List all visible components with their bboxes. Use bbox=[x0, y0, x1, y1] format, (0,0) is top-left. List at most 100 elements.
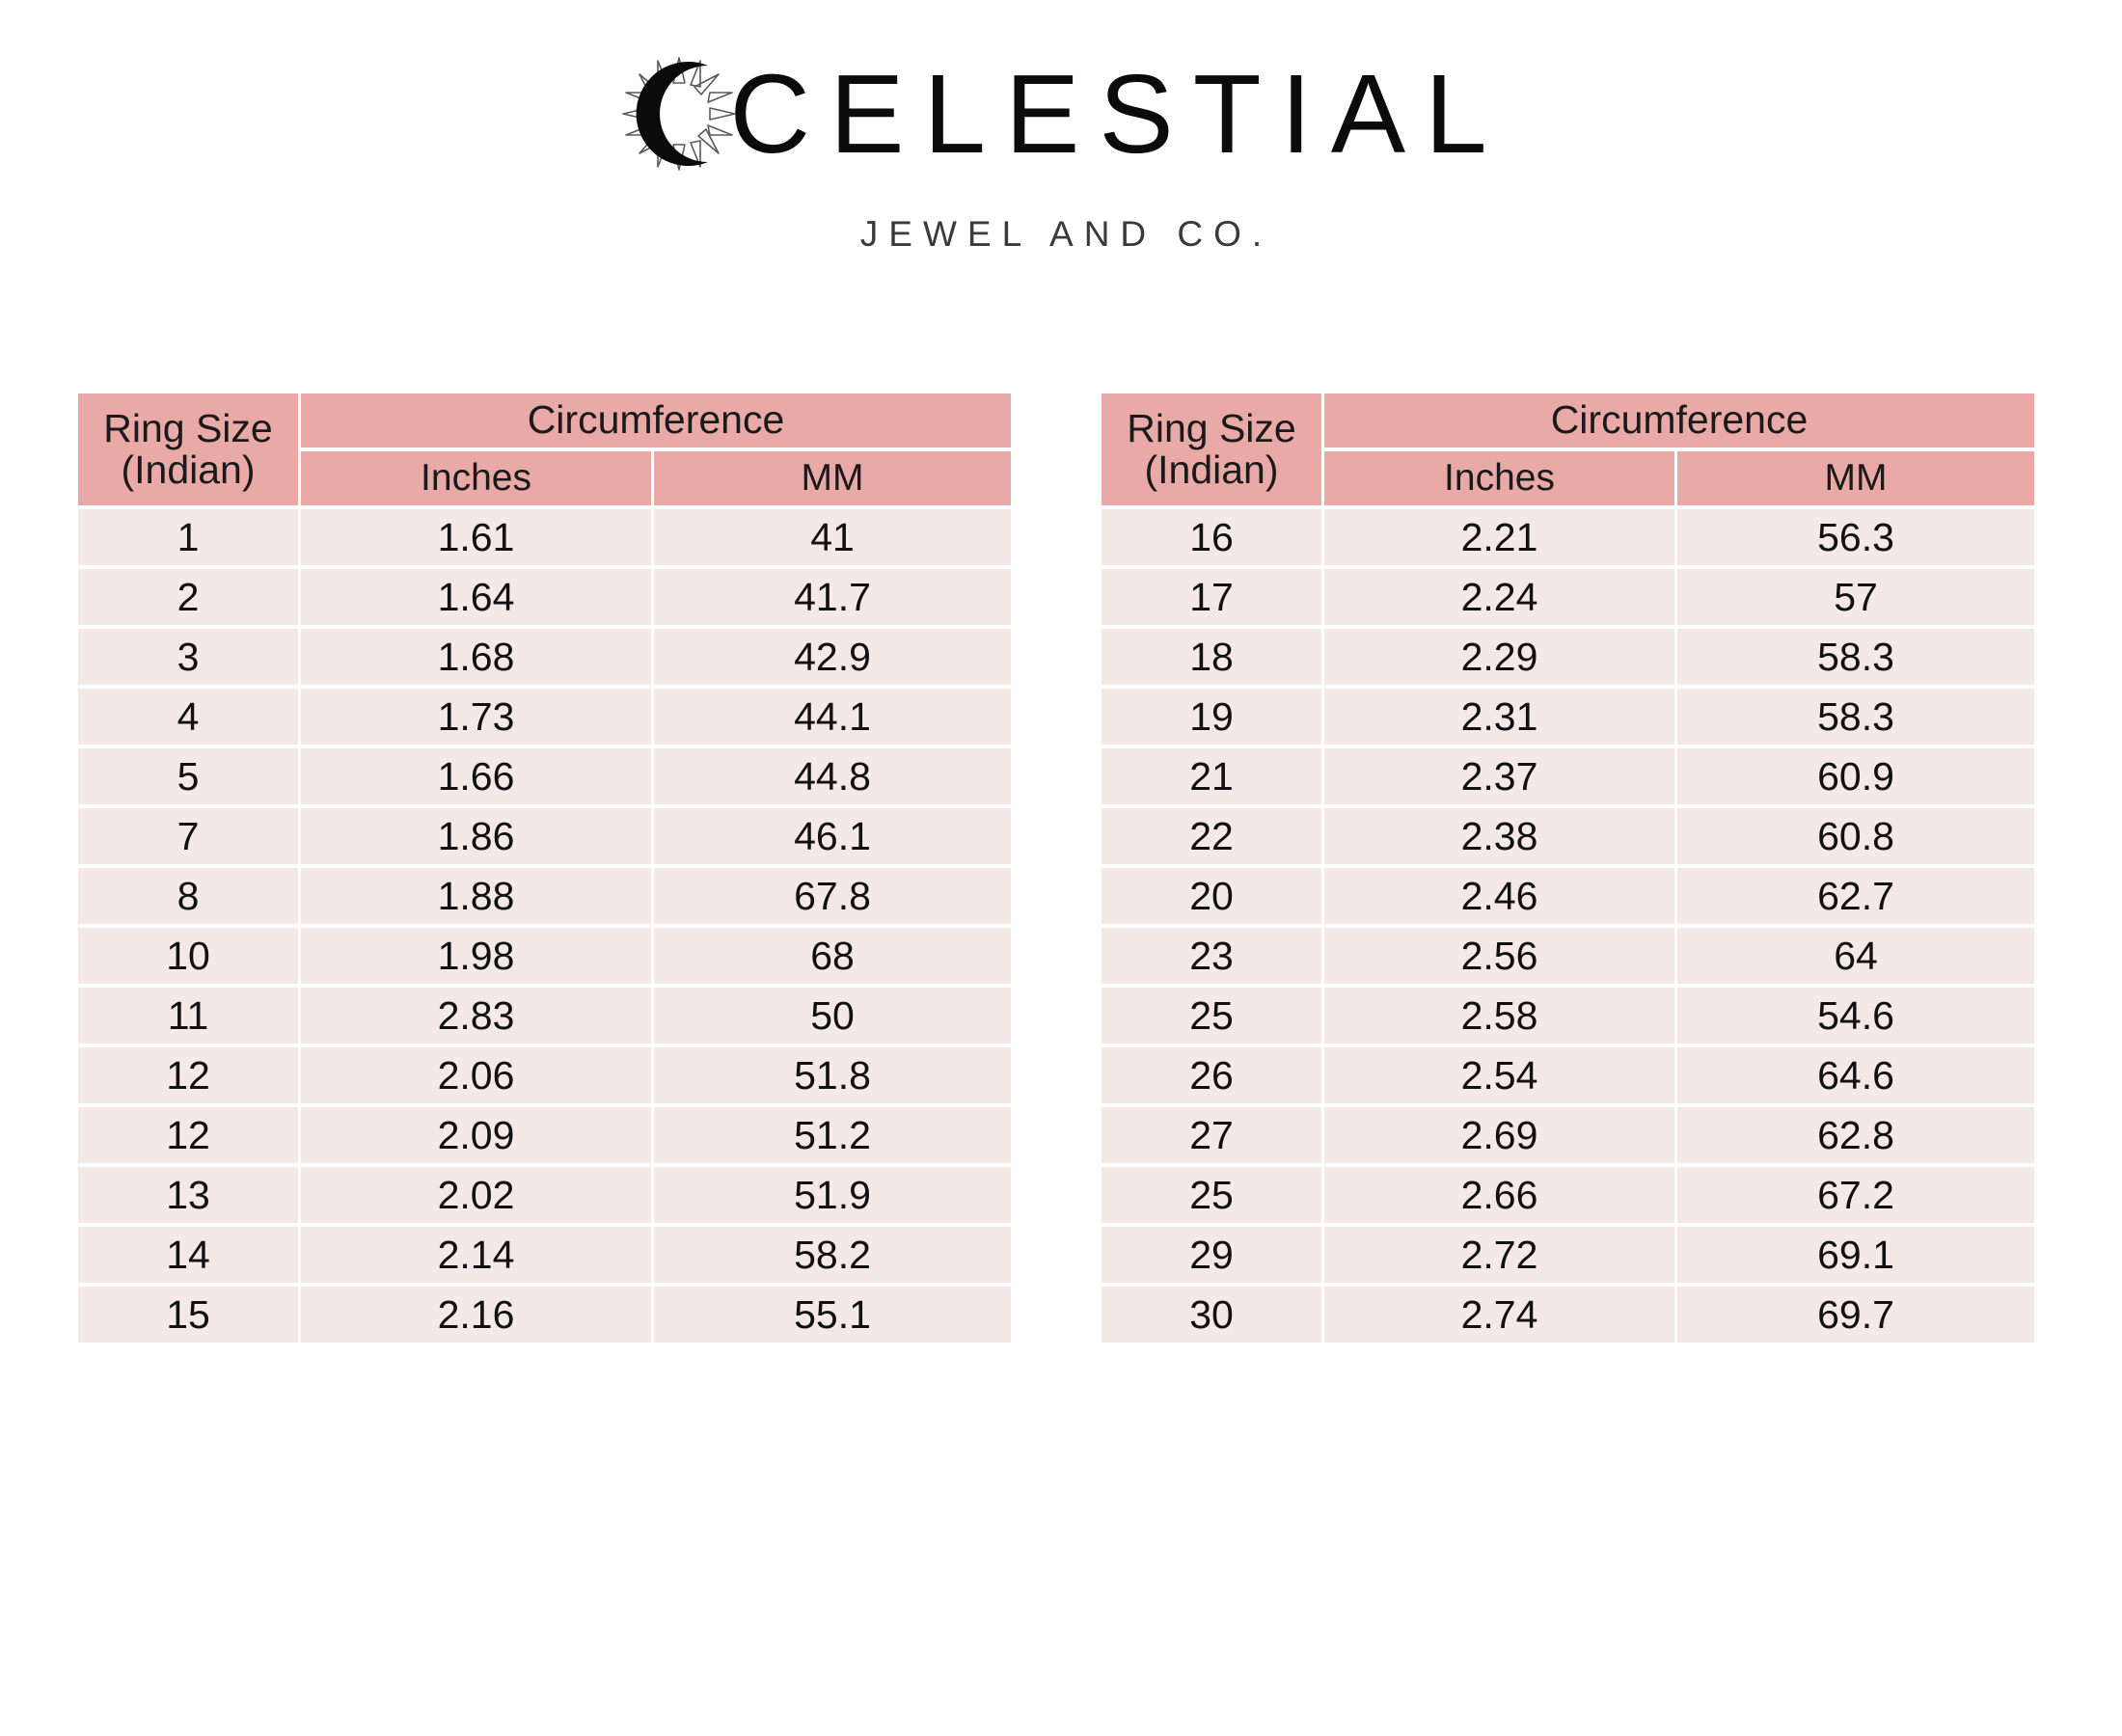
header-ring-size-line2: (Indian) bbox=[1144, 448, 1279, 492]
inches-cell: 1.66 bbox=[301, 748, 651, 804]
table-row: 15 2.16 55.1 bbox=[78, 1287, 1011, 1343]
inches-cell: 2.66 bbox=[1324, 1167, 1674, 1223]
inches-cell: 2.06 bbox=[301, 1047, 651, 1103]
mm-cell: 41 bbox=[654, 509, 1011, 565]
mm-cell: 62.8 bbox=[1677, 1107, 2034, 1163]
inches-cell: 2.83 bbox=[301, 988, 651, 1044]
ring-size-cell: 22 bbox=[1102, 808, 1321, 864]
ring-size-cell: 11 bbox=[78, 988, 298, 1044]
ring-size-cell: 29 bbox=[1102, 1227, 1321, 1283]
table-row: 2 1.64 41.7 bbox=[78, 569, 1011, 625]
table-row: 12 2.09 51.2 bbox=[78, 1107, 1011, 1163]
table-header-left: Ring Size (Indian) Circumference Inches … bbox=[78, 393, 1011, 505]
inches-cell: 1.86 bbox=[301, 808, 651, 864]
table-row: 17 2.24 57 bbox=[1102, 569, 2034, 625]
inches-cell: 2.24 bbox=[1324, 569, 1674, 625]
inches-cell: 2.31 bbox=[1324, 689, 1674, 745]
inches-cell: 2.54 bbox=[1324, 1047, 1674, 1103]
mm-cell: 51.9 bbox=[654, 1167, 1011, 1223]
mm-cell: 51.8 bbox=[654, 1047, 1011, 1103]
inches-cell: 2.56 bbox=[1324, 928, 1674, 984]
header-mm: MM bbox=[1677, 451, 2034, 505]
brand-wordmark-row: CELESTIAL bbox=[0, 46, 2122, 181]
header-circumference: Circumference bbox=[1324, 393, 2034, 448]
ring-size-cell: 19 bbox=[1102, 689, 1321, 745]
table-row: 10 1.98 68 bbox=[78, 928, 1011, 984]
header-ring-size: Ring Size (Indian) bbox=[1102, 393, 1321, 505]
table-row: 25 2.66 67.2 bbox=[1102, 1167, 2034, 1223]
ring-size-cell: 12 bbox=[78, 1107, 298, 1163]
header-row-secondary: Inches MM bbox=[1102, 451, 2034, 505]
header-ring-size-line2: (Indian) bbox=[121, 448, 256, 492]
inches-cell: 2.29 bbox=[1324, 629, 1674, 685]
header-mm: MM bbox=[654, 451, 1011, 505]
ring-size-cell: 23 bbox=[1102, 928, 1321, 984]
inches-cell: 2.16 bbox=[301, 1287, 651, 1343]
mm-cell: 44.1 bbox=[654, 689, 1011, 745]
ring-size-table-left: Ring Size (Indian) Circumference Inches … bbox=[75, 390, 1014, 1346]
ring-size-cell: 2 bbox=[78, 569, 298, 625]
ring-size-cell: 25 bbox=[1102, 1167, 1321, 1223]
ring-size-cell: 13 bbox=[78, 1167, 298, 1223]
header-circumference: Circumference bbox=[301, 393, 1011, 448]
ring-size-cell: 16 bbox=[1102, 509, 1321, 565]
mm-cell: 60.8 bbox=[1677, 808, 2034, 864]
inches-cell: 1.98 bbox=[301, 928, 651, 984]
header-inches: Inches bbox=[1324, 451, 1674, 505]
table-header-right: Ring Size (Indian) Circumference Inches … bbox=[1102, 393, 2034, 505]
inches-cell: 2.46 bbox=[1324, 868, 1674, 924]
ring-size-cell: 14 bbox=[78, 1227, 298, 1283]
ring-size-cell: 21 bbox=[1102, 748, 1321, 804]
header-ring-size: Ring Size (Indian) bbox=[78, 393, 298, 505]
ring-size-cell: 7 bbox=[78, 808, 298, 864]
ring-size-cell: 10 bbox=[78, 928, 298, 984]
table-row: 5 1.66 44.8 bbox=[78, 748, 1011, 804]
inches-cell: 1.88 bbox=[301, 868, 651, 924]
header-row-secondary: Inches MM bbox=[78, 451, 1011, 505]
mm-cell: 54.6 bbox=[1677, 988, 2034, 1044]
brand-tagline: JEWEL AND CO. bbox=[859, 214, 1273, 254]
inches-cell: 2.09 bbox=[301, 1107, 651, 1163]
table-body-left: 1 1.61 41 2 1.64 41.7 3 1.68 42.9 4 1.73 44.1 5 1.66 4… bbox=[78, 509, 1011, 1343]
inches-cell: 2.14 bbox=[301, 1227, 651, 1283]
table-row: 13 2.02 51.9 bbox=[78, 1167, 1011, 1223]
table-row: 29 2.72 69.1 bbox=[1102, 1227, 2034, 1283]
ring-size-cell: 5 bbox=[78, 748, 298, 804]
table-row: 4 1.73 44.1 bbox=[78, 689, 1011, 745]
table-row: 14 2.14 58.2 bbox=[78, 1227, 1011, 1283]
mm-cell: 64 bbox=[1677, 928, 2034, 984]
table-row: 3 1.68 42.9 bbox=[78, 629, 1011, 685]
mm-cell: 41.7 bbox=[654, 569, 1011, 625]
mm-cell: 42.9 bbox=[654, 629, 1011, 685]
ring-size-cell: 15 bbox=[78, 1287, 298, 1343]
ring-size-cell: 20 bbox=[1102, 868, 1321, 924]
table-row: 1 1.61 41 bbox=[78, 509, 1011, 565]
sun-moon-icon bbox=[615, 50, 743, 177]
table-row: 25 2.58 54.6 bbox=[1102, 988, 2034, 1044]
inches-cell: 1.73 bbox=[301, 689, 651, 745]
ring-size-cell: 8 bbox=[78, 868, 298, 924]
mm-cell: 62.7 bbox=[1677, 868, 2034, 924]
inches-cell: 2.74 bbox=[1324, 1287, 1674, 1343]
ring-size-cell: 1 bbox=[78, 509, 298, 565]
table-row: 18 2.29 58.3 bbox=[1102, 629, 2034, 685]
table-body-right: 16 2.21 56.3 17 2.24 57 18 2.29 58.3 19 2.31 58.3 21… bbox=[1102, 509, 2034, 1343]
table-row: 7 1.86 46.1 bbox=[78, 808, 1011, 864]
header-ring-size-line1: Ring Size bbox=[1127, 405, 1296, 450]
table-row: 22 2.38 60.8 bbox=[1102, 808, 2034, 864]
mm-cell: 44.8 bbox=[654, 748, 1011, 804]
mm-cell: 55.1 bbox=[654, 1287, 1011, 1343]
mm-cell: 68 bbox=[654, 928, 1011, 984]
mm-cell: 69.1 bbox=[1677, 1227, 2034, 1283]
brand-name: CELESTIAL bbox=[729, 51, 1507, 176]
mm-cell: 60.9 bbox=[1677, 748, 2034, 804]
table-row: 30 2.74 69.7 bbox=[1102, 1287, 2034, 1343]
header-inches: Inches bbox=[301, 451, 651, 505]
ring-size-table-right: Ring Size (Indian) Circumference Inches … bbox=[1099, 390, 2037, 1346]
inches-cell: 2.37 bbox=[1324, 748, 1674, 804]
size-chart-tables: Ring Size (Indian) Circumference Inches … bbox=[75, 390, 2037, 1346]
table-row: 11 2.83 50 bbox=[78, 988, 1011, 1044]
inches-cell: 1.64 bbox=[301, 569, 651, 625]
table-row: 8 1.88 67.8 bbox=[78, 868, 1011, 924]
